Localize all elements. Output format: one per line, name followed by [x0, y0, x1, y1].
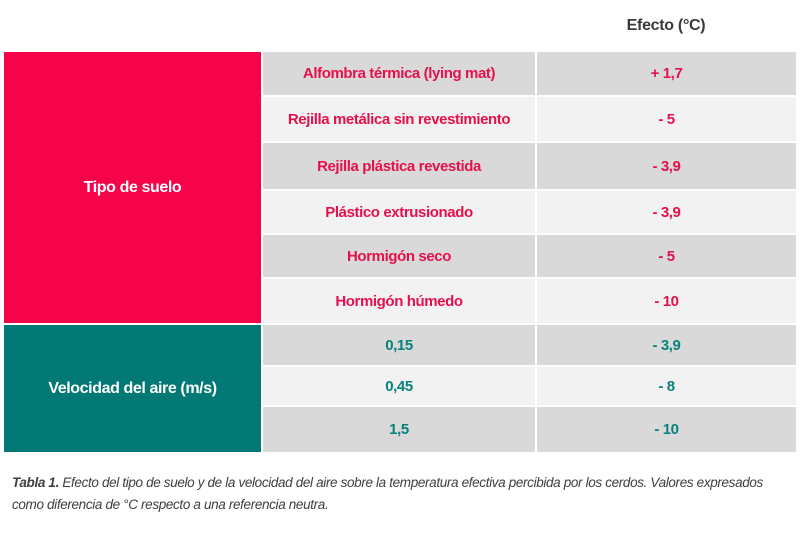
effect-cell: - 3,9 — [535, 141, 796, 190]
effect-cell: - 3,9 — [535, 189, 796, 234]
effect-cell: + 1,7 — [535, 52, 796, 96]
caption-label: Tabla 1. — [12, 475, 59, 490]
table-row: 0,45 - 8 — [4, 365, 796, 406]
effect-cell: - 10 — [535, 405, 796, 452]
table-row: Rejilla plástica revestida - 3,9 — [4, 141, 796, 190]
factor-cell: Plástico extrusionado — [261, 189, 536, 234]
effect-table: Tipo de suelo Alfombra térmica (lying ma… — [4, 52, 796, 452]
caption-text: Efecto del tipo de suelo y de la velocid… — [12, 475, 763, 512]
effect-cell: - 5 — [535, 233, 796, 278]
factor-cell: 0,15 — [261, 323, 536, 366]
group-label-air-speed: Velocidad del aire (m/s) — [4, 323, 262, 452]
factor-cell: 0,45 — [261, 365, 536, 406]
table-row: Hormigón seco - 5 — [4, 233, 796, 278]
effect-cell: - 8 — [535, 365, 796, 406]
table-row: Plástico extrusionado - 3,9 — [4, 189, 796, 234]
factor-cell: Rejilla plástica revestida — [261, 141, 536, 190]
effect-cell: - 5 — [535, 95, 796, 142]
group-label-floor-type: Tipo de suelo — [4, 52, 262, 324]
factor-cell: Rejilla metálica sin revestimiento — [261, 95, 536, 142]
effect-cell: - 3,9 — [535, 323, 796, 366]
factor-cell: Hormigón húmedo — [261, 277, 536, 324]
table-row: Velocidad del aire (m/s) 0,15 - 3,9 — [4, 323, 796, 452]
table-row: Rejilla metálica sin revestimiento - 5 — [4, 95, 796, 142]
factor-cell: 1,5 — [261, 405, 536, 452]
effect-column-header: Efecto (°C) — [626, 17, 706, 34]
factor-cell: Alfombra térmica (lying mat) — [261, 52, 536, 96]
effect-cell: - 10 — [535, 277, 796, 324]
table-row: 1,5 - 10 — [4, 405, 796, 452]
table-caption: Tabla 1. Efecto del tipo de suelo y de l… — [12, 472, 788, 516]
table-row: Hormigón húmedo - 10 — [4, 277, 796, 324]
factor-cell: Hormigón seco — [261, 233, 536, 278]
table-row: Tipo de suelo Alfombra térmica (lying ma… — [4, 52, 796, 324]
